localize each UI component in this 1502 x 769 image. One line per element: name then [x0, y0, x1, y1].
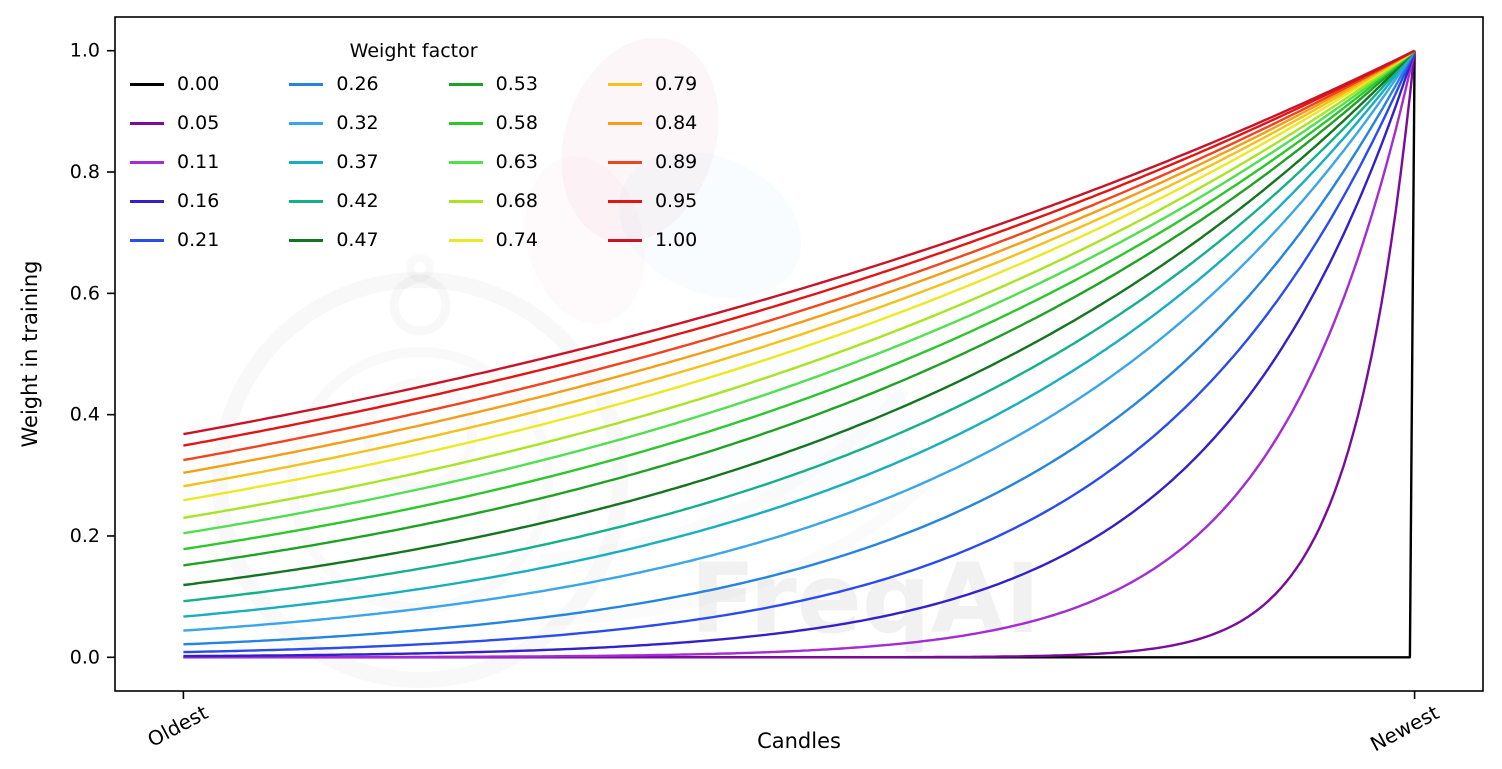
legend-swatch	[130, 82, 164, 86]
legend-entry: 0.32	[289, 112, 379, 134]
legend-label: 0.74	[495, 229, 538, 251]
legend-swatch	[130, 160, 164, 164]
curve-weight-factor-0.68	[183, 49, 1416, 520]
legend: Weight factor 0.00 0.05 0.11 0.16 0.21 0.26 0.…	[130, 40, 697, 251]
legend-label: 0.58	[495, 112, 538, 134]
legend-swatch	[607, 199, 642, 203]
legend-swatch	[289, 82, 324, 86]
legend-entry: 0.26	[289, 73, 379, 95]
legend-entry: 0.21	[130, 229, 219, 251]
legend-label: 0.37	[336, 151, 379, 173]
legend-label: 0.21	[177, 229, 220, 251]
legend-swatch	[448, 160, 483, 164]
legend-entry: 0.68	[448, 190, 538, 212]
legend-label: 0.00	[177, 73, 220, 95]
curve-weight-factor-0.42	[183, 49, 1416, 603]
y-tick-label: 0.6	[70, 282, 100, 304]
curve-weight-factor-0.53	[183, 49, 1416, 567]
curve-weight-factor-0.11	[183, 50, 1416, 659]
curve-weight-factor-0.95	[183, 49, 1416, 447]
legend-swatch	[448, 82, 483, 86]
legend-label: 0.26	[336, 73, 379, 95]
legend-label: 0.84	[654, 112, 698, 134]
legend-label: 0.42	[336, 190, 379, 212]
legend-label: 1.00	[654, 229, 698, 251]
legend-entry: 0.05	[130, 112, 219, 134]
legend-entry: 1.00	[607, 229, 698, 251]
legend-entry: 0.74	[448, 229, 538, 251]
legend-label: 0.16	[177, 190, 220, 212]
legend-swatch	[607, 160, 642, 164]
legend-label: 0.95	[654, 190, 698, 212]
legend-swatch	[607, 238, 642, 242]
y-tick-label: 0.4	[70, 404, 100, 426]
curve-series	[183, 49, 1416, 659]
curve-weight-factor-0.32	[183, 50, 1416, 632]
legend-entry: 0.84	[607, 112, 698, 134]
curve-weight-factor-0.21	[183, 50, 1416, 654]
legend-entry: 0.89	[607, 151, 698, 173]
legend-entry: 0.63	[448, 151, 538, 173]
y-tick-label: 0.8	[70, 161, 100, 183]
legend-entry: 0.11	[130, 151, 219, 173]
legend-label: 0.05	[177, 112, 220, 134]
legend-entry: 0.16	[130, 190, 219, 212]
curve-weight-factor-0.89	[183, 49, 1416, 462]
legend-swatch	[130, 121, 164, 125]
legend-entry: 0.00	[130, 73, 219, 95]
curve-weight-factor-0.16	[183, 50, 1416, 658]
curve-weight-factor-0.79	[183, 49, 1416, 488]
legend-swatch	[130, 199, 164, 203]
legend-swatch	[289, 160, 324, 164]
legend-entry: 0.95	[607, 190, 698, 212]
curve-weight-factor-0.37	[183, 49, 1416, 618]
legend-entry: 0.42	[289, 190, 379, 212]
legend-label: 0.47	[336, 229, 379, 251]
legend-label: 0.11	[177, 151, 220, 173]
x-axis-label: Candles	[757, 729, 841, 753]
legend-swatch	[289, 121, 324, 125]
legend-swatch	[130, 238, 164, 242]
legend-label: 0.89	[654, 151, 698, 173]
axes-border	[114, 16, 1484, 692]
legend-label: 0.53	[495, 73, 538, 95]
legend-label: 0.32	[336, 112, 379, 134]
legend-label: 0.63	[495, 151, 538, 173]
legend-swatch	[289, 238, 324, 242]
legend-label: 0.79	[654, 73, 698, 95]
legend-swatch	[607, 82, 642, 86]
legend-swatch	[448, 199, 483, 203]
y-tick-label: 0.0	[70, 646, 100, 668]
legend-entry: 0.53	[448, 73, 538, 95]
y-tick-label: 1.0	[70, 40, 100, 62]
curve-weight-factor-0.26	[183, 50, 1416, 646]
curve-weight-factor-0.74	[183, 49, 1416, 502]
legend-entry: 0.58	[448, 112, 538, 134]
legend-swatch	[607, 121, 642, 125]
legend-entry: 0.47	[289, 229, 379, 251]
curve-weight-factor-0.63	[183, 49, 1416, 535]
legend-entry: 0.37	[289, 151, 379, 173]
legend-swatch	[448, 121, 483, 125]
legend-swatch	[289, 199, 324, 203]
y-tick-label: 0.2	[70, 525, 100, 547]
y-axis-ticks: 0.0 0.2 0.4 0.6 0.8 1.0	[70, 40, 115, 668]
curve-weight-factor-0.58	[183, 49, 1416, 551]
curve-weight-factor-0.47	[183, 49, 1416, 587]
legend-grid: 0.00 0.05 0.11 0.16 0.21 0.26 0.32 0.37 0.42 0.47…	[130, 73, 697, 251]
y-axis-label: Weight in training	[18, 260, 42, 448]
legend-title: Weight factor	[349, 40, 478, 62]
legend-swatch	[448, 238, 483, 242]
legend-label: 0.68	[495, 190, 538, 212]
legend-entry: 0.79	[607, 73, 698, 95]
curve-weight-factor-0.84	[183, 49, 1416, 474]
curve-weight-factor-1.00	[183, 49, 1416, 436]
